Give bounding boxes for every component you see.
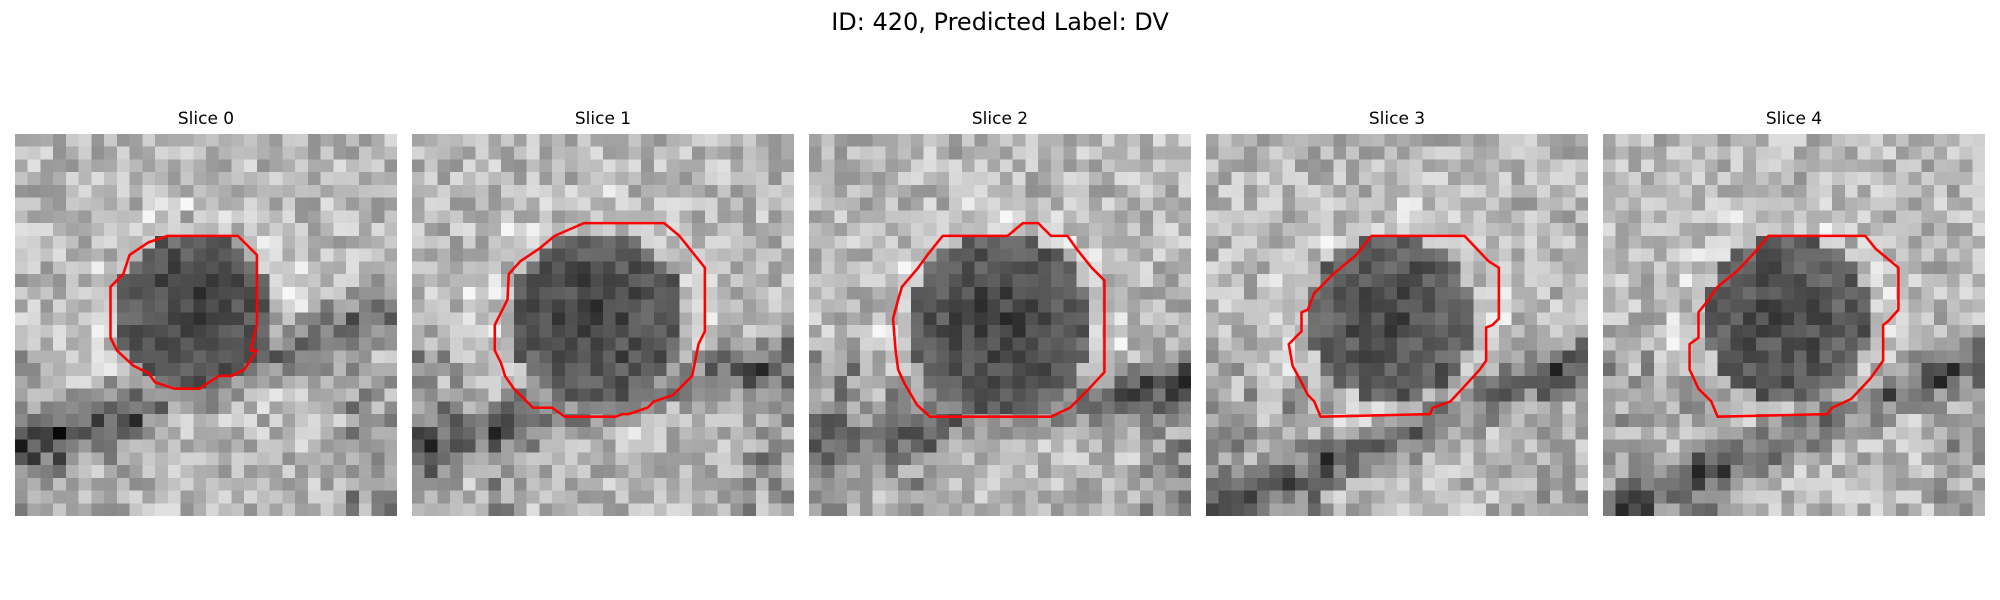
- pixel-grid: [15, 134, 397, 516]
- slice-image-3: [1206, 134, 1588, 516]
- lesion-contour: [1688, 234, 1900, 418]
- slice-image-2: [809, 134, 1191, 516]
- slice-title-2: Slice 2: [971, 109, 1029, 129]
- slice-image-4: [1603, 134, 1985, 516]
- slice-title-4: Slice 4: [1765, 109, 1823, 129]
- slice-title-3: Slice 3: [1368, 109, 1426, 129]
- pixel-grid: [1206, 134, 1588, 516]
- lesion-contour: [891, 221, 1106, 418]
- lesion-contour: [493, 221, 707, 418]
- pixel-grid: [412, 134, 794, 516]
- lesion-contour: [1287, 234, 1501, 418]
- slice-title-1: Slice 1: [574, 109, 632, 129]
- pixel-grid: [809, 134, 1191, 516]
- pixel-grid: [1603, 134, 1985, 516]
- slice-image-1: [412, 134, 794, 516]
- slice-image-0: [15, 134, 397, 516]
- slice-title-0: Slice 0: [177, 109, 235, 129]
- figure-title: ID: 420, Predicted Label: DV: [831, 8, 1169, 36]
- lesion-contour: [109, 234, 259, 390]
